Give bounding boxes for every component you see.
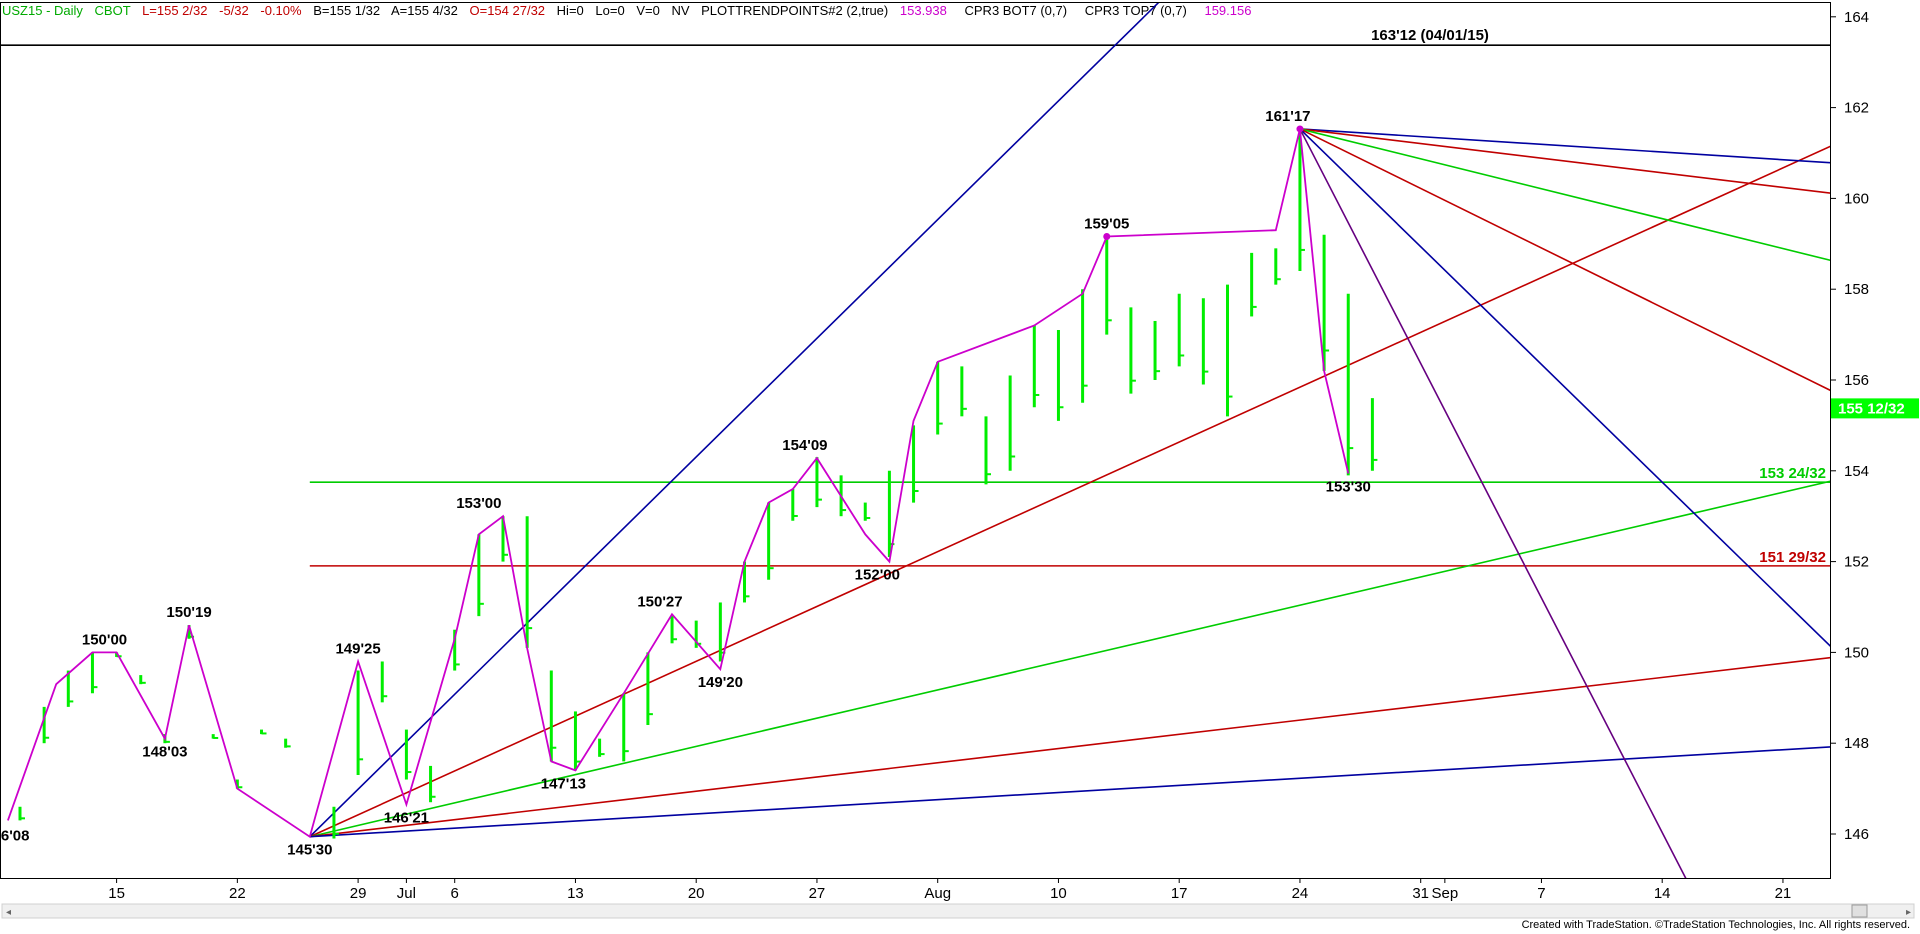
exchange-label: CBOT [95,3,131,18]
x-tick-label: 17 [1171,885,1188,902]
scroll-right-arrow-icon[interactable]: ▸ [1906,907,1911,918]
swing-point-label: 152'00 [855,567,900,584]
plot-frame [0,2,1831,879]
y-tick-label: 148 [1844,735,1869,752]
y-tick-label: 154 [1844,463,1869,480]
swing-point-label: 145'30 [287,842,332,859]
swing-point-label: 150'19 [166,604,211,621]
last-price-box [1831,398,1919,419]
swing-point-label: 150'27 [637,593,682,610]
horizontal-scrollbar[interactable] [1,903,1915,919]
level-label-0: 163'12 (04/01/15) [1371,27,1489,44]
symbol-label: USZ15 - Daily [2,3,83,18]
y-tick-label: 158 [1844,281,1869,298]
swing-point-label: 150'00 [82,631,127,648]
scroll-left-arrow-icon[interactable]: ◂ [6,907,11,918]
nv-text: NV [671,3,689,18]
last-price-label: 155 12/32 [1838,400,1905,417]
ask-text: A=155 4/32 [391,3,458,18]
price-axis: 164 162 160 158 156 154 152 150 148 146 155 12/32 [1830,9,1919,843]
x-tick-label: 10 [1050,885,1067,902]
y-tick-label: 160 [1844,190,1869,207]
scrollbar-thumb[interactable] [1851,904,1868,918]
change-pct-text: -0.10% [260,3,302,18]
x-tick-label: 27 [809,885,826,902]
study1-value: 153.938 [900,3,947,18]
fan-line-8 [1299,128,1830,392]
swing-point-label: 148'03 [142,744,187,761]
x-tick-label: 22 [229,885,246,902]
y-tick-label: 150 [1844,644,1869,661]
x-tick-label: 21 [1775,885,1792,902]
swing-point-marker [1296,125,1304,133]
x-tick-label: Sep [1431,885,1458,902]
y-tick-label: 152 [1844,554,1869,571]
x-tick-label: 7 [1537,885,1545,902]
lo-text: Lo=0 [595,3,624,18]
fan-line-0 [309,2,1161,838]
y-tick-label: 146 [1844,826,1869,843]
x-tick-label: 31 [1412,885,1429,902]
x-tick-label: 29 [350,885,367,902]
study3-value: 159.156 [1204,3,1251,18]
fan-line-7 [1299,128,1830,262]
vol-text: V=0 [636,3,660,18]
study2-name: CPR3 BOT7 (0,7) [965,3,1068,18]
open-text: O=154 27/32 [470,3,546,18]
swing-point-label: 161'17 [1265,108,1310,125]
y-tick-label: 164 [1844,9,1869,26]
x-tick-label: 14 [1654,885,1671,902]
x-tick-label: 15 [108,885,125,902]
last-price-text: L=155 2/32 [142,3,207,18]
x-tick-label: 20 [688,885,705,902]
change-text: -5/32 [219,3,249,18]
swing-point-label: 149'25 [335,640,380,657]
date-axis: 15 22 29 Jul 6 13 20 27 Aug 10 17 24 31 Sep 7 14 21 [108,878,1791,902]
level-label-2: 151 29/32 [1759,549,1826,566]
swing-point-label: 153'00 [456,495,501,512]
x-tick-label: Aug [924,885,951,902]
plot-area [0,2,1830,878]
swing-point-label: 146'21 [384,809,429,826]
y-tick-label: 162 [1844,100,1869,117]
study3-name: CPR3 TOP7 (0,7) [1085,3,1187,18]
fan-line-10 [1299,128,1687,878]
swing-point-label: 153'30 [1326,479,1371,496]
header-line: USZ15 - Daily CBOT L=155 2/32 -5/32 -0.1… [2,3,1251,18]
hi-text: Hi=0 [557,3,584,18]
fan-line-1 [309,145,1830,838]
swing-point-label: 147'13 [541,775,586,792]
study1-name: PLOTTRENDPOINTS#2 (2,true) [701,3,888,18]
x-tick-label: 6 [451,885,459,902]
swing-point-label: 149'20 [698,674,743,691]
swing-point-label: 6'08 [1,828,30,845]
fan-line-4 [309,746,1830,838]
fan-line-3 [309,656,1830,838]
x-tick-label: Jul [397,885,416,902]
swing-point-marker [1103,233,1111,241]
fan-line-5 [1299,128,1830,164]
swing-trend-line [7,128,1350,839]
bid-text: B=155 1/32 [313,3,380,18]
x-tick-label: 13 [567,885,584,902]
fan-line-9 [1299,128,1830,647]
x-tick-label: 24 [1292,885,1309,902]
fan-line-2 [309,480,1830,838]
fan-line-6 [1299,128,1830,194]
swing-point-label: 159'05 [1084,216,1129,233]
y-tick-label: 156 [1844,372,1869,389]
level-label-1: 153 24/32 [1759,465,1826,482]
swing-point-label: 154'09 [782,437,827,454]
footer-credit: Created with TradeStation. ©TradeStation… [1521,919,1910,931]
